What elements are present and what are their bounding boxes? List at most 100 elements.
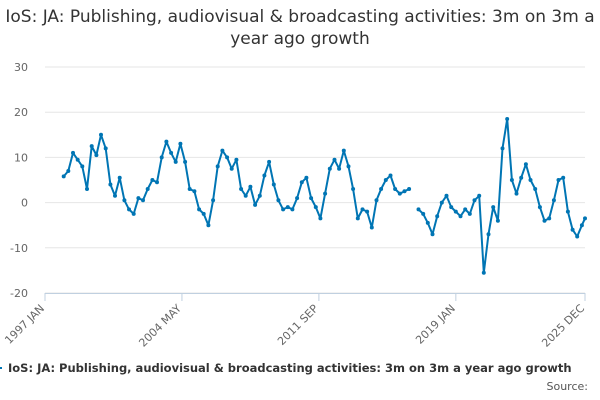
data-point[interactable] — [542, 218, 547, 223]
data-point[interactable] — [267, 159, 272, 164]
data-point[interactable] — [379, 187, 384, 191]
data-point[interactable] — [337, 166, 342, 171]
data-point[interactable] — [285, 205, 290, 210]
data-point[interactable] — [150, 178, 155, 182]
data-point[interactable] — [561, 175, 566, 180]
data-point[interactable] — [528, 178, 533, 182]
data-point[interactable] — [575, 234, 580, 239]
data-point[interactable] — [495, 218, 500, 223]
data-point[interactable] — [491, 205, 496, 210]
data-point[interactable] — [346, 164, 351, 169]
data-point[interactable] — [220, 148, 225, 153]
data-point[interactable] — [519, 175, 524, 180]
data-point[interactable] — [290, 207, 295, 212]
data-point[interactable] — [579, 223, 584, 228]
data-point[interactable] — [416, 207, 421, 212]
data-point[interactable] — [127, 207, 131, 212]
data-point[interactable] — [71, 150, 75, 155]
data-point[interactable] — [355, 216, 360, 221]
data-point[interactable] — [169, 150, 174, 155]
data-point[interactable] — [136, 196, 141, 201]
data-point[interactable] — [183, 159, 188, 164]
data-point[interactable] — [369, 225, 374, 230]
data-point[interactable] — [397, 191, 402, 196]
data-point[interactable] — [253, 202, 258, 207]
data-point[interactable] — [187, 187, 192, 191]
data-point[interactable] — [243, 193, 248, 198]
data-point[interactable] — [430, 232, 435, 237]
data-point[interactable] — [159, 155, 164, 160]
data-point[interactable] — [281, 207, 286, 212]
data-point[interactable] — [509, 178, 514, 182]
data-point[interactable] — [547, 216, 552, 221]
data-point[interactable] — [295, 196, 300, 201]
data-point[interactable] — [276, 198, 281, 203]
data-point[interactable] — [332, 157, 337, 162]
data-point[interactable] — [229, 166, 234, 171]
data-point[interactable] — [248, 184, 253, 189]
data-point[interactable] — [551, 198, 556, 203]
data-point[interactable] — [523, 162, 528, 167]
data-point[interactable] — [271, 182, 276, 187]
data-point[interactable] — [421, 211, 426, 216]
data-point[interactable] — [122, 198, 127, 203]
data-point[interactable] — [61, 174, 66, 179]
data-point[interactable] — [323, 191, 328, 196]
data-point[interactable] — [318, 216, 323, 221]
data-point[interactable] — [178, 141, 183, 146]
data-point[interactable] — [435, 214, 440, 219]
data-point[interactable] — [463, 207, 468, 212]
data-point[interactable] — [85, 187, 89, 191]
data-point[interactable] — [117, 175, 122, 180]
data-point[interactable] — [537, 205, 542, 210]
data-point[interactable] — [365, 209, 370, 214]
data-point[interactable] — [234, 157, 239, 162]
data-point[interactable] — [206, 223, 211, 228]
data-point[interactable] — [262, 173, 267, 178]
data-point[interactable] — [449, 205, 454, 210]
data-point[interactable] — [89, 144, 94, 149]
data-point[interactable] — [108, 182, 113, 187]
data-point[interactable] — [444, 193, 449, 198]
data-point[interactable] — [80, 164, 85, 169]
data-point[interactable] — [360, 207, 365, 212]
data-point[interactable] — [211, 198, 216, 203]
data-point[interactable] — [402, 189, 407, 194]
data-point[interactable] — [304, 175, 309, 180]
data-point[interactable] — [155, 180, 159, 185]
data-point[interactable] — [477, 193, 482, 198]
data-point[interactable] — [565, 209, 570, 214]
data-point[interactable] — [439, 200, 444, 205]
data-point[interactable] — [145, 187, 150, 191]
data-point[interactable] — [374, 198, 379, 203]
data-point[interactable] — [514, 191, 519, 196]
data-point[interactable] — [351, 187, 356, 191]
legend-label[interactable]: IoS: JA: Publishing, audiovisual & broad… — [8, 361, 572, 375]
data-point[interactable] — [313, 205, 318, 210]
data-point[interactable] — [341, 148, 346, 153]
data-point[interactable] — [481, 270, 486, 275]
data-point[interactable] — [299, 180, 304, 185]
data-point[interactable] — [99, 132, 103, 137]
data-point[interactable] — [533, 187, 538, 191]
data-point[interactable] — [327, 166, 332, 171]
data-point[interactable] — [197, 207, 202, 212]
data-point[interactable] — [257, 193, 262, 198]
data-point[interactable] — [215, 164, 220, 169]
data-point[interactable] — [458, 214, 463, 219]
data-point[interactable] — [75, 157, 80, 162]
data-point[interactable] — [309, 196, 314, 201]
data-point[interactable] — [570, 227, 575, 232]
data-point[interactable] — [393, 187, 398, 191]
data-point[interactable] — [164, 139, 169, 144]
data-point[interactable] — [383, 178, 388, 182]
data-point[interactable] — [192, 189, 197, 194]
data-point[interactable] — [173, 159, 178, 164]
data-point[interactable] — [131, 211, 136, 216]
data-point[interactable] — [388, 173, 393, 178]
data-point[interactable] — [505, 117, 510, 121]
data-point[interactable] — [425, 220, 430, 225]
data-point[interactable] — [141, 198, 145, 203]
data-point[interactable] — [583, 216, 587, 221]
data-point[interactable] — [486, 232, 491, 237]
